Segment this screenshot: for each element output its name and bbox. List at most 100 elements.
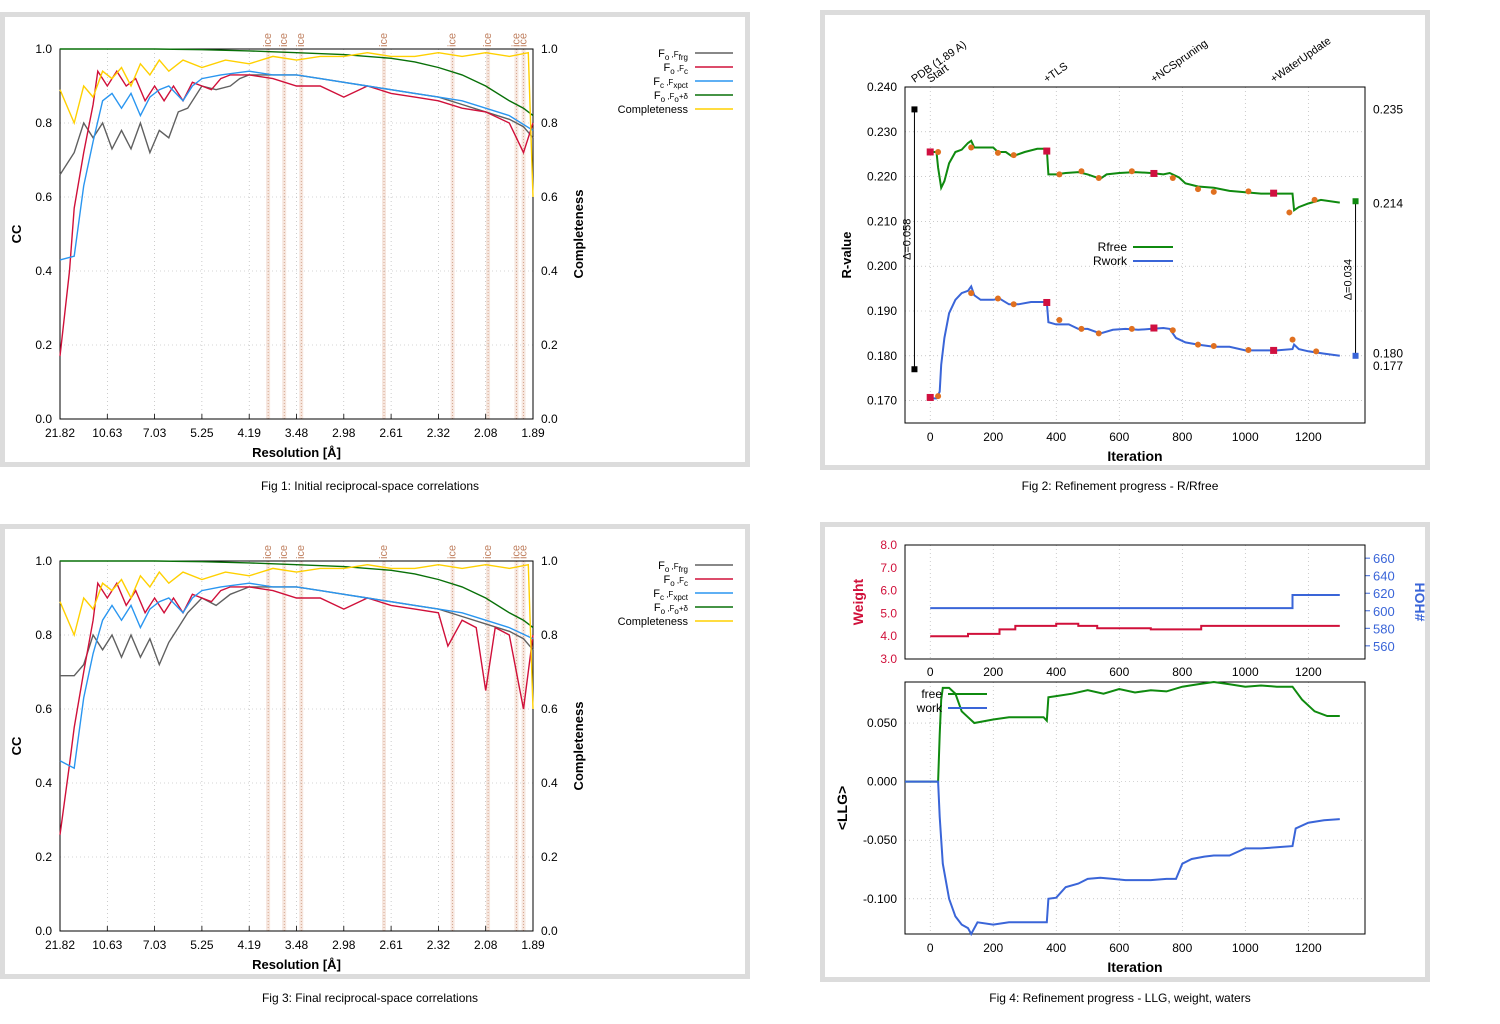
hoh-tick-label: 660: [1373, 551, 1395, 566]
x-axis-label: Iteration: [1107, 959, 1162, 975]
legend-label-part: c: [684, 579, 688, 588]
series-line-fofc: [59, 69, 534, 357]
ice-band: [450, 49, 455, 419]
y2-tick-label: 0.8: [541, 116, 558, 130]
stage-label: +NCSpruning: [1149, 38, 1210, 86]
legend-label-part: o: [665, 53, 670, 62]
legend-label-part: F: [658, 48, 665, 60]
fig3-panel: ice ice ice ice ice ice ice ice 21.82 10.63 7.03 5.…: [0, 524, 750, 979]
legend-label-part: +δ: [679, 92, 689, 101]
legend-label-part: ,F: [665, 604, 674, 613]
series-line-fodelta: [60, 560, 534, 629]
orange-marker: [935, 393, 942, 400]
top-x-tick-label: 1000: [1232, 665, 1259, 679]
fig2-chart: 0 200 400 600 800 1000 1200 0.170 0.180 0.190 0.20…: [839, 35, 1403, 464]
ice-label: ice: [447, 33, 459, 47]
top-x-tick-label: 0: [927, 665, 934, 679]
legend-label-part: ,F: [665, 92, 674, 101]
ice-band: [521, 49, 526, 419]
x-tick-label: 400: [1046, 430, 1066, 444]
hoh-tick-label: 620: [1373, 586, 1395, 601]
legend-label: Fo ,Ffrg: [658, 48, 688, 62]
y-tick-label: 0.2: [35, 850, 52, 864]
hoh-tick-label: 560: [1373, 639, 1395, 654]
top-plot-frame: [904, 544, 1366, 660]
x-tick-label: 0: [927, 941, 934, 955]
series-line-fcxpct: [59, 70, 534, 261]
weight-axis-label: Weight: [850, 578, 866, 625]
x-tick-label: 1200: [1295, 941, 1322, 955]
series-line-fcxpct: [59, 582, 534, 770]
ice-band: [486, 561, 491, 931]
y-tick-label: 0.6: [35, 702, 52, 716]
weight-tick-label: 3.0: [880, 652, 897, 666]
y-tick-label: 0.8: [35, 116, 52, 130]
pdb-marker: [911, 106, 918, 113]
x-tick-label: 2.61: [379, 938, 403, 952]
y-axis-label: CC: [9, 224, 24, 243]
ice-band: [282, 561, 287, 931]
ice-label: ice: [510, 33, 522, 47]
top-x-tick-label: 200: [983, 665, 1003, 679]
x-tick-label: 21.82: [45, 426, 75, 440]
ice-label: ice: [378, 545, 390, 559]
top-x-tick-label: 400: [1046, 665, 1066, 679]
legend-label-part: o: [661, 607, 666, 616]
y-tick-label: 0.170: [867, 394, 897, 408]
legend-label: Fc ,Fxpct: [653, 588, 689, 602]
legend-label-part: F: [658, 560, 665, 572]
orange-marker: [994, 149, 1001, 156]
plot-frame: [59, 48, 534, 420]
ice-band: [266, 561, 271, 931]
y-tick-label: 0.200: [867, 259, 897, 273]
delta-label: Δ=0.058: [901, 219, 913, 260]
legend-label: free: [921, 687, 942, 701]
orange-marker: [1210, 342, 1217, 349]
hoh-tick-label: 640: [1373, 569, 1395, 584]
x-tick-label: 800: [1172, 430, 1192, 444]
hoh-axis-label: HOH#: [1412, 583, 1425, 622]
y2-tick-label: 1.0: [541, 42, 558, 56]
ice-band: [282, 49, 287, 419]
legend-label: Rwork: [1093, 254, 1128, 268]
x-tick-label: 1000: [1232, 941, 1259, 955]
y-tick-label: 0.050: [867, 716, 897, 730]
x-tick-label: 2.08: [474, 426, 498, 440]
legend-label: Fo ,Fc: [663, 574, 688, 588]
legend-label-part: c: [684, 67, 688, 76]
red-marker: [926, 393, 934, 401]
ice-label: ice: [278, 33, 290, 47]
x-axis-label: Resolution [Å]: [252, 445, 341, 460]
y-tick-label: 0.220: [867, 170, 897, 184]
red-marker: [1270, 346, 1278, 354]
series-line-fodelta: [60, 48, 534, 117]
series-line-rfree: [930, 139, 1340, 212]
fig2-panel: 0 200 400 600 800 1000 1200 0.170 0.180 0.190 0.20…: [820, 10, 1430, 470]
x-tick-label: 4.19: [238, 938, 262, 952]
x-tick-label: 10.63: [92, 938, 122, 952]
series-line-fofc: [59, 581, 534, 835]
x-tick-label: 7.03: [143, 938, 167, 952]
x-tick-label: 2.98: [332, 426, 356, 440]
orange-marker: [1010, 152, 1017, 159]
pdb-marker: [911, 366, 918, 373]
series-line-completeness: [59, 51, 534, 198]
right-value-label: 0.180: [1373, 347, 1403, 361]
red-marker: [926, 148, 934, 156]
ice-label: ice: [378, 33, 390, 47]
fig3-caption: Fig 3: Final reciprocal-space correlatio…: [261, 991, 479, 1005]
ice-label: ice: [518, 33, 530, 47]
legend-label-part: +δ: [679, 604, 689, 613]
x-tick-label: 600: [1109, 430, 1129, 444]
orange-marker: [1195, 186, 1202, 193]
y2-tick-label: 1.0: [541, 554, 558, 568]
legend-label-part: c: [660, 593, 664, 602]
ice-label: ice: [262, 33, 274, 47]
ice-band: [299, 561, 304, 931]
fig4-caption: Fig 4: Refinement progress - LLG, weight…: [989, 991, 1251, 1005]
legend-label-part: o: [670, 67, 675, 76]
orange-marker: [1245, 188, 1252, 195]
top-x-tick-label: 1200: [1295, 665, 1322, 679]
y2-tick-label: 0.8: [541, 628, 558, 642]
y2-tick-label: 0.2: [541, 850, 558, 864]
